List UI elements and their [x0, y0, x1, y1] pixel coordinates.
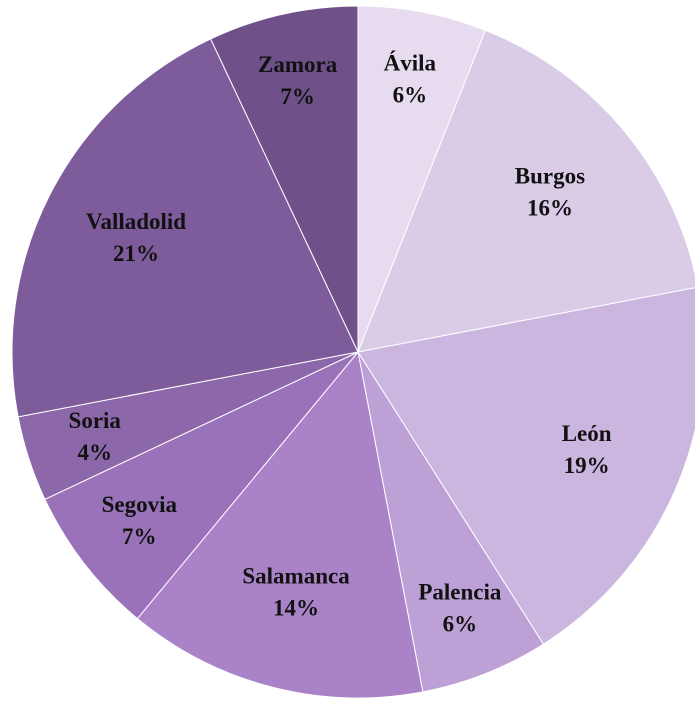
- pie-slice: [136, 350, 424, 699]
- pie-slice: [210, 5, 359, 353]
- slice-label: 19%: [564, 453, 610, 478]
- pie-slice: [44, 351, 359, 620]
- slice-label: 14%: [273, 596, 319, 621]
- slice-name: Salamanca: [242, 564, 350, 589]
- slice-label: 6%: [393, 82, 428, 107]
- pie-slice: [11, 38, 359, 418]
- pie-slice: [357, 287, 695, 645]
- slice-name: Burgos: [515, 163, 585, 188]
- slice-name: León: [562, 421, 612, 446]
- slice-name: Ávila: [384, 50, 437, 75]
- slice-label: 4%: [77, 440, 112, 465]
- slice-label: 21%: [113, 241, 159, 266]
- slice-name: Valladolid: [86, 209, 186, 234]
- slice-name: Segovia: [102, 492, 178, 517]
- slice-label: 16%: [527, 195, 573, 220]
- slice-label: 7%: [122, 524, 157, 549]
- slice-name: Zamora: [258, 52, 338, 77]
- pie-slice: [357, 29, 695, 353]
- slice-label: 6%: [443, 612, 478, 637]
- slice-name: Palencia: [418, 580, 502, 605]
- pie-slice: [357, 351, 545, 693]
- slice-label: 7%: [280, 84, 315, 109]
- slice-name: Soria: [69, 408, 122, 433]
- pie-slice: [357, 5, 487, 353]
